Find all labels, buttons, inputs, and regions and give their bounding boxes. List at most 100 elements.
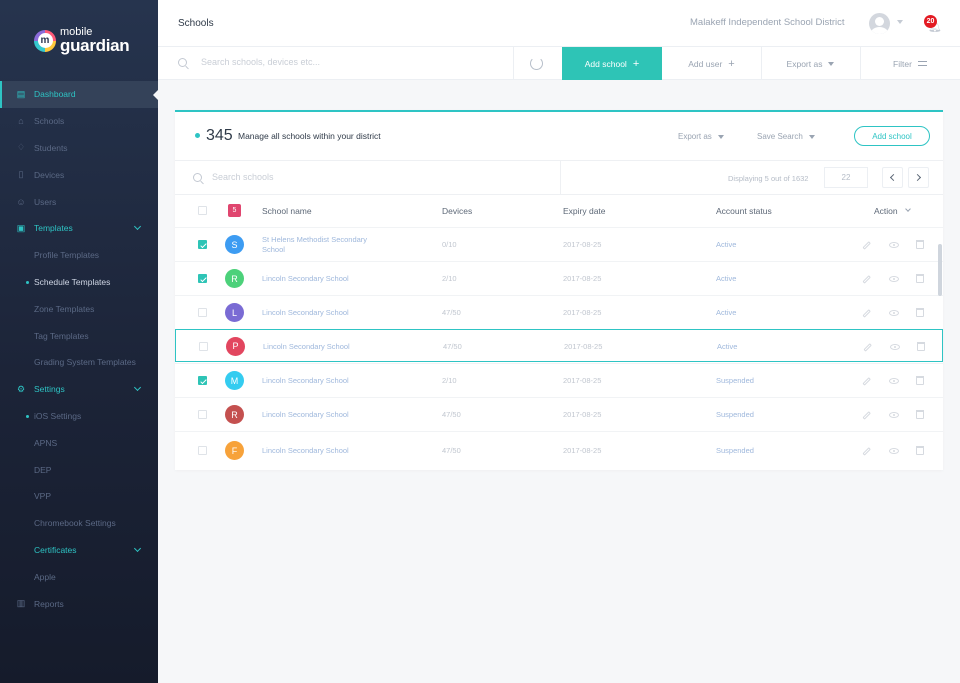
- notification-badge[interactable]: 20: [924, 15, 937, 28]
- sidebar-item-grading-system-templates[interactable]: Grading System Templates: [0, 349, 158, 376]
- edit-icon[interactable]: [862, 241, 871, 250]
- school-avatar: M: [225, 371, 244, 390]
- delete-icon[interactable]: [916, 410, 924, 419]
- school-name[interactable]: Lincoln Secondary School: [263, 341, 350, 351]
- sidebar-item-devices[interactable]: ▯ Devices: [0, 161, 158, 188]
- table-row[interactable]: R Lincoln Secondary School 47/50 2017-08-25…: [175, 397, 943, 431]
- row-checkbox[interactable]: [198, 308, 207, 317]
- global-search-input[interactable]: [201, 57, 501, 67]
- edit-icon[interactable]: [862, 377, 871, 386]
- table-row[interactable]: S St Helens Methodist Secondary School 0/1…: [175, 227, 943, 261]
- sidebar-item-profile-templates[interactable]: Profile Templates: [0, 242, 158, 269]
- school-name[interactable]: St Helens Methodist Secondary School: [262, 235, 368, 254]
- column-header-action[interactable]: Action: [874, 206, 898, 216]
- filter-button[interactable]: Filter: [860, 47, 960, 80]
- sidebar-item-label: Devices: [34, 169, 65, 180]
- card-export-as-button[interactable]: Export as: [678, 132, 724, 141]
- delete-icon[interactable]: [916, 446, 924, 455]
- school-name[interactable]: Lincoln Secondary School: [262, 376, 349, 385]
- next-page-button[interactable]: [908, 167, 929, 188]
- sidebar-item-chromebook-settings[interactable]: Chromebook Settings: [0, 510, 158, 537]
- view-icon[interactable]: [889, 310, 899, 316]
- column-header-expiry-date[interactable]: Expiry date: [563, 206, 606, 216]
- sidebar-item-students[interactable]: ♢ Students: [0, 135, 158, 162]
- delete-icon[interactable]: [916, 376, 924, 385]
- chevron-down-icon[interactable]: [905, 206, 911, 212]
- sidebar-item-reports[interactable]: ▥ Reports: [0, 590, 158, 617]
- table-row[interactable]: M Lincoln Secondary School 2/10 2017-08-25 S…: [175, 363, 943, 397]
- sidebar-item-schedule-templates[interactable]: Schedule Templates: [0, 269, 158, 296]
- delete-icon[interactable]: [916, 240, 924, 249]
- edit-icon[interactable]: [862, 411, 871, 420]
- sidebar-item-zone-templates[interactable]: Zone Templates: [0, 295, 158, 322]
- sidebar-item-templates[interactable]: ▣ Templates: [0, 215, 158, 242]
- sidebar-item-apple[interactable]: Apple: [0, 563, 158, 590]
- sidebar-item-settings[interactable]: ⚙ Settings: [0, 376, 158, 403]
- chevron-down-icon[interactable]: [897, 20, 903, 24]
- sidebar-item-ios-settings[interactable]: iOS Settings: [0, 403, 158, 430]
- sidebar-item-apns[interactable]: APNS: [0, 429, 158, 456]
- row-checkbox[interactable]: [198, 376, 207, 385]
- delete-icon[interactable]: [916, 308, 924, 317]
- plus-icon: +: [728, 57, 735, 70]
- column-header-devices[interactable]: Devices: [442, 206, 473, 216]
- sidebar-item-dashboard[interactable]: ▤ Dashboard: [0, 81, 159, 108]
- sidebar-item-tag-templates[interactable]: Tag Templates: [0, 322, 158, 349]
- sidebar-item-certificates[interactable]: Certificates: [0, 537, 158, 564]
- row-checkbox[interactable]: [198, 446, 207, 455]
- logo[interactable]: m mobile guardian: [34, 27, 130, 54]
- search-icon: [178, 57, 187, 67]
- select-all-checkbox[interactable]: [198, 206, 207, 215]
- school-name[interactable]: Lincoln Secondary School: [262, 308, 349, 317]
- save-search-button[interactable]: Save Search: [757, 132, 815, 141]
- card-add-school-button[interactable]: Add school: [854, 126, 930, 146]
- table-row[interactable]: F Lincoln Secondary School 47/50 2017-08-25…: [175, 431, 943, 469]
- expiry-date: 2017-08-25: [563, 446, 602, 455]
- row-checkbox[interactable]: [199, 341, 208, 351]
- per-page-input[interactable]: 22: [824, 167, 868, 188]
- column-header-school-name[interactable]: School name: [262, 206, 312, 216]
- view-icon[interactable]: [889, 276, 899, 282]
- view-icon[interactable]: [890, 343, 900, 350]
- sidebar-item-label: iOS Settings: [34, 410, 82, 421]
- view-icon[interactable]: [889, 448, 899, 454]
- district-name[interactable]: Malakeff Independent School District: [690, 17, 845, 28]
- card-search-input[interactable]: [212, 172, 512, 182]
- edit-icon[interactable]: [862, 309, 871, 318]
- view-icon[interactable]: [889, 378, 899, 384]
- edit-icon[interactable]: [863, 342, 872, 351]
- school-avatar: P: [226, 336, 245, 356]
- refresh-icon[interactable]: [530, 57, 543, 70]
- column-header-account-status[interactable]: Account status: [716, 206, 772, 216]
- edit-icon[interactable]: [862, 447, 871, 456]
- export-as-button[interactable]: Export as: [761, 47, 860, 80]
- delete-icon[interactable]: [917, 341, 925, 351]
- view-icon[interactable]: [889, 412, 899, 418]
- edit-icon[interactable]: [862, 275, 871, 284]
- school-name[interactable]: Lincoln Secondary School: [262, 274, 349, 283]
- account-status: Active: [716, 240, 737, 249]
- avatar[interactable]: [869, 13, 890, 34]
- table-row[interactable]: L Lincoln Secondary School 47/50 2017-08-25…: [175, 295, 943, 329]
- row-checkbox[interactable]: [198, 240, 207, 249]
- scrollbar[interactable]: [938, 244, 942, 296]
- sidebar-item-dep[interactable]: DEP: [0, 456, 158, 483]
- sidebar-item-users[interactable]: ☺ Users: [0, 188, 158, 215]
- table-row[interactable]: P Lincoln Secondary School 47/50 2017-08-25…: [175, 329, 943, 362]
- school-name[interactable]: Lincoln Secondary School: [262, 410, 349, 419]
- school-name[interactable]: Lincoln Secondary School: [262, 446, 349, 455]
- sidebar-item-schools[interactable]: ⌂ Schools: [0, 108, 158, 135]
- delete-icon[interactable]: [916, 274, 924, 283]
- row-checkbox[interactable]: [198, 274, 207, 283]
- chevron-left-icon: [889, 173, 898, 182]
- view-icon[interactable]: [889, 242, 899, 248]
- sidebar-item-vpp[interactable]: VPP: [0, 483, 158, 510]
- add-school-button[interactable]: Add school +: [562, 47, 662, 80]
- filter-icon: [917, 61, 927, 66]
- add-user-button[interactable]: Add user +: [662, 47, 761, 80]
- school-count: 345: [206, 127, 233, 144]
- table-row[interactable]: R Lincoln Secondary School 2/10 2017-08-25 A…: [175, 261, 943, 295]
- prev-page-button[interactable]: [882, 167, 903, 188]
- schools-card: 345 Manage all schools within your distr…: [175, 110, 943, 470]
- row-checkbox[interactable]: [198, 410, 207, 419]
